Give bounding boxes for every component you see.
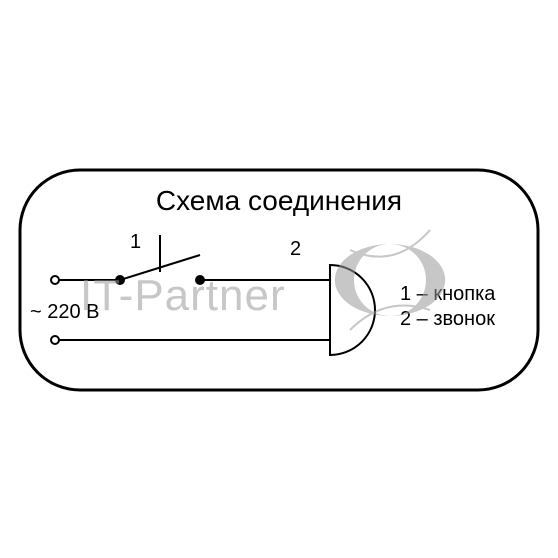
legend-line-1: 1 – кнопка [400,283,496,305]
terminal-bottom-icon [51,336,59,344]
switch-label: 1 [130,231,141,253]
watermark-text: IT-Partner [80,271,286,320]
schematic-svg: Схема соединения ~ 220 В 1 2 1 – кнопка … [0,0,558,558]
diagram-canvas: Схема соединения ~ 220 В 1 2 1 – кнопка … [0,0,558,558]
bell-label: 2 [290,238,301,260]
terminal-top-icon [51,276,59,284]
diagram-title: Схема соединения [156,185,402,216]
